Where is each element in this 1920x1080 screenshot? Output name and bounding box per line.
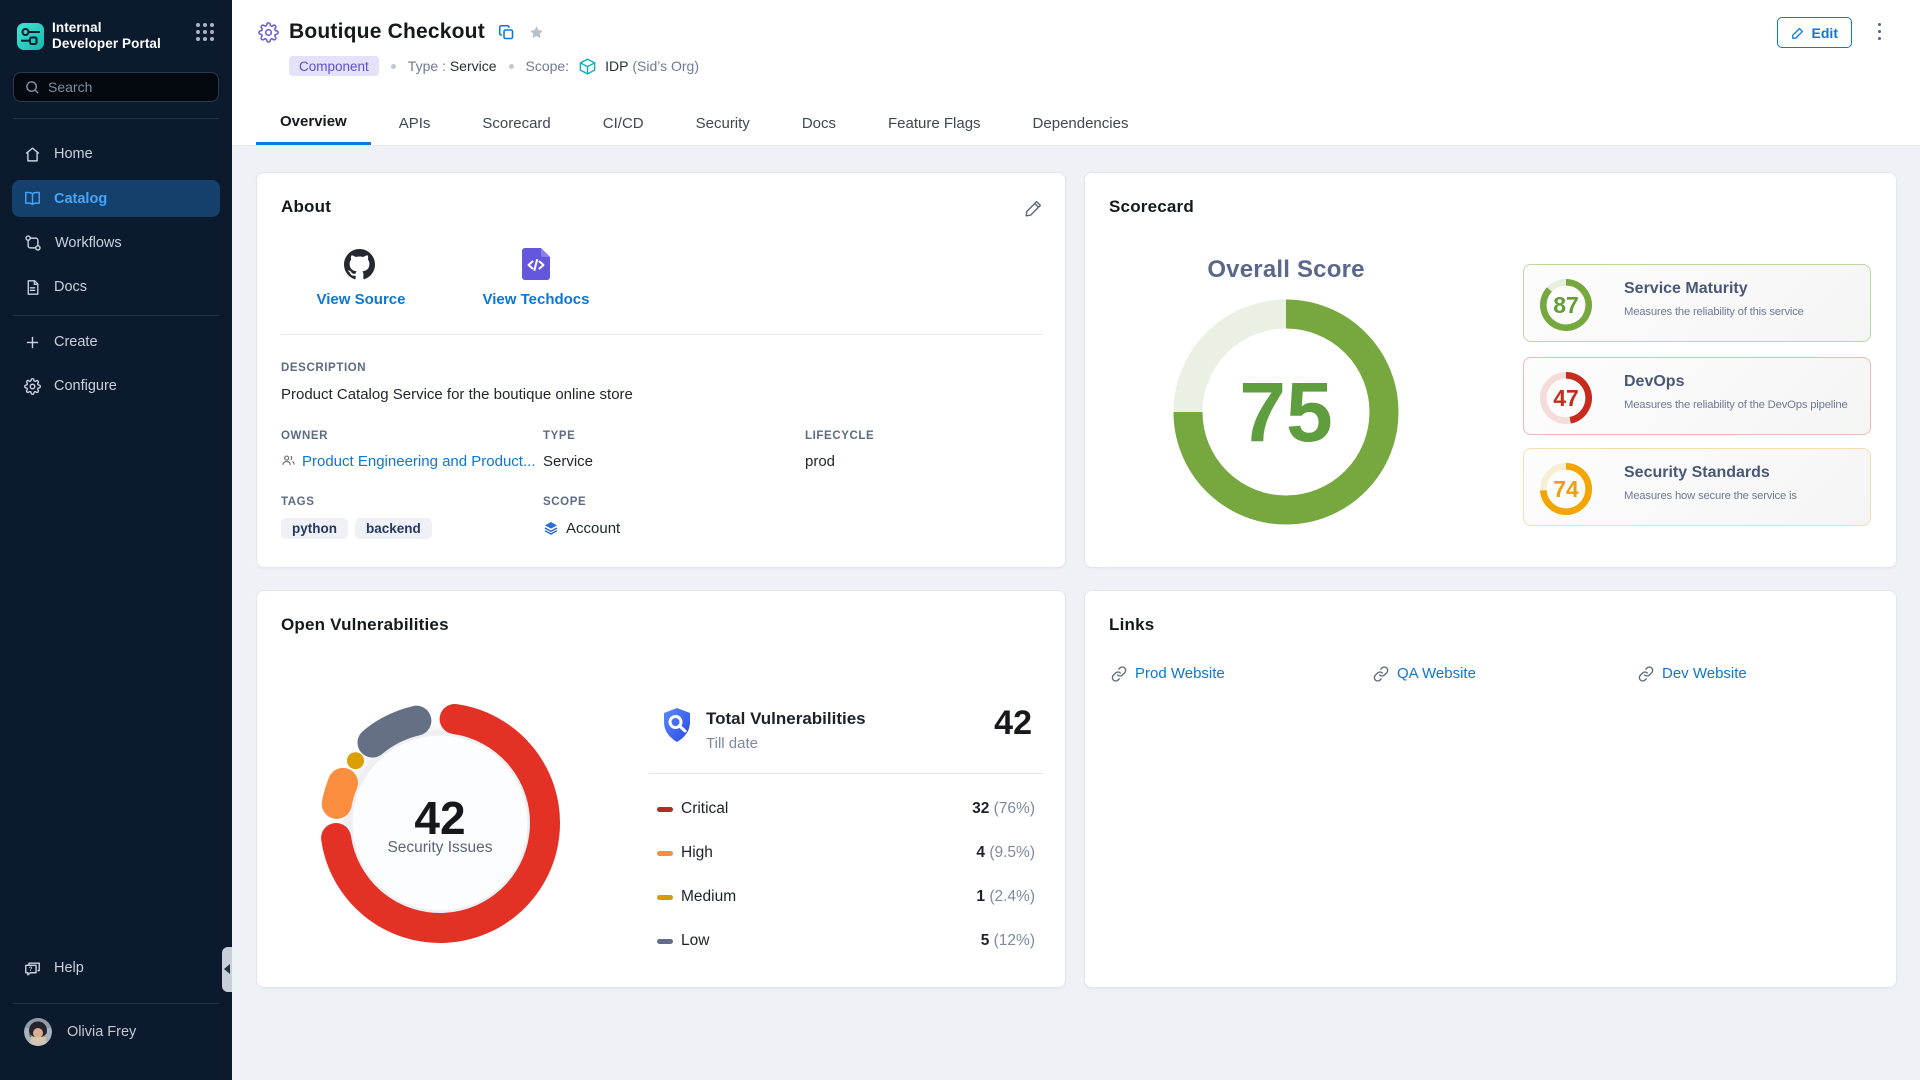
- svg-text:74: 74: [1553, 476, 1579, 502]
- svg-text:?: ?: [29, 965, 33, 972]
- svg-text:47: 47: [1553, 385, 1579, 411]
- svg-text:87: 87: [1553, 292, 1579, 318]
- svg-text:42: 42: [414, 792, 465, 844]
- svg-text:Security Issues: Security Issues: [387, 839, 492, 856]
- svg-text:75: 75: [1239, 365, 1332, 459]
